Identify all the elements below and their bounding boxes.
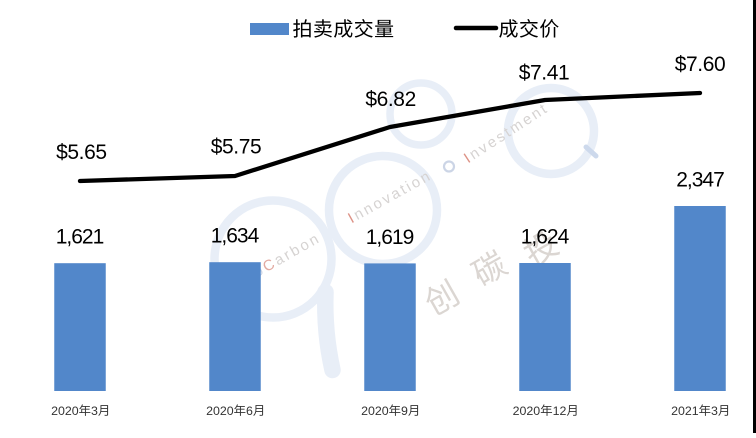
svg-text:2020: 2020 bbox=[206, 404, 234, 418]
svg-text:2020: 2020 bbox=[51, 404, 79, 418]
svg-text:12: 12 bbox=[553, 404, 567, 418]
svg-text:2020: 2020 bbox=[361, 404, 389, 418]
svg-text:2,347: 2,347 bbox=[676, 169, 724, 192]
svg-text:3: 3 bbox=[711, 404, 718, 418]
svg-text:$5.65: $5.65 bbox=[56, 141, 107, 164]
svg-text:6: 6 bbox=[246, 404, 253, 418]
svg-text:3: 3 bbox=[91, 404, 98, 418]
svg-text:1,619: 1,619 bbox=[366, 226, 414, 249]
svg-text:$5.75: $5.75 bbox=[211, 136, 262, 159]
svg-text:2020: 2020 bbox=[513, 404, 541, 418]
svg-text:1,624: 1,624 bbox=[521, 225, 570, 248]
svg-text:$6.82: $6.82 bbox=[365, 88, 416, 111]
svg-text:1,621: 1,621 bbox=[56, 226, 104, 249]
svg-text:$7.60: $7.60 bbox=[675, 53, 726, 76]
svg-text:9: 9 bbox=[401, 404, 408, 418]
svg-text:$7.41: $7.41 bbox=[519, 61, 570, 84]
svg-text:1,634: 1,634 bbox=[211, 225, 260, 248]
svg-text:2021: 2021 bbox=[671, 404, 699, 418]
